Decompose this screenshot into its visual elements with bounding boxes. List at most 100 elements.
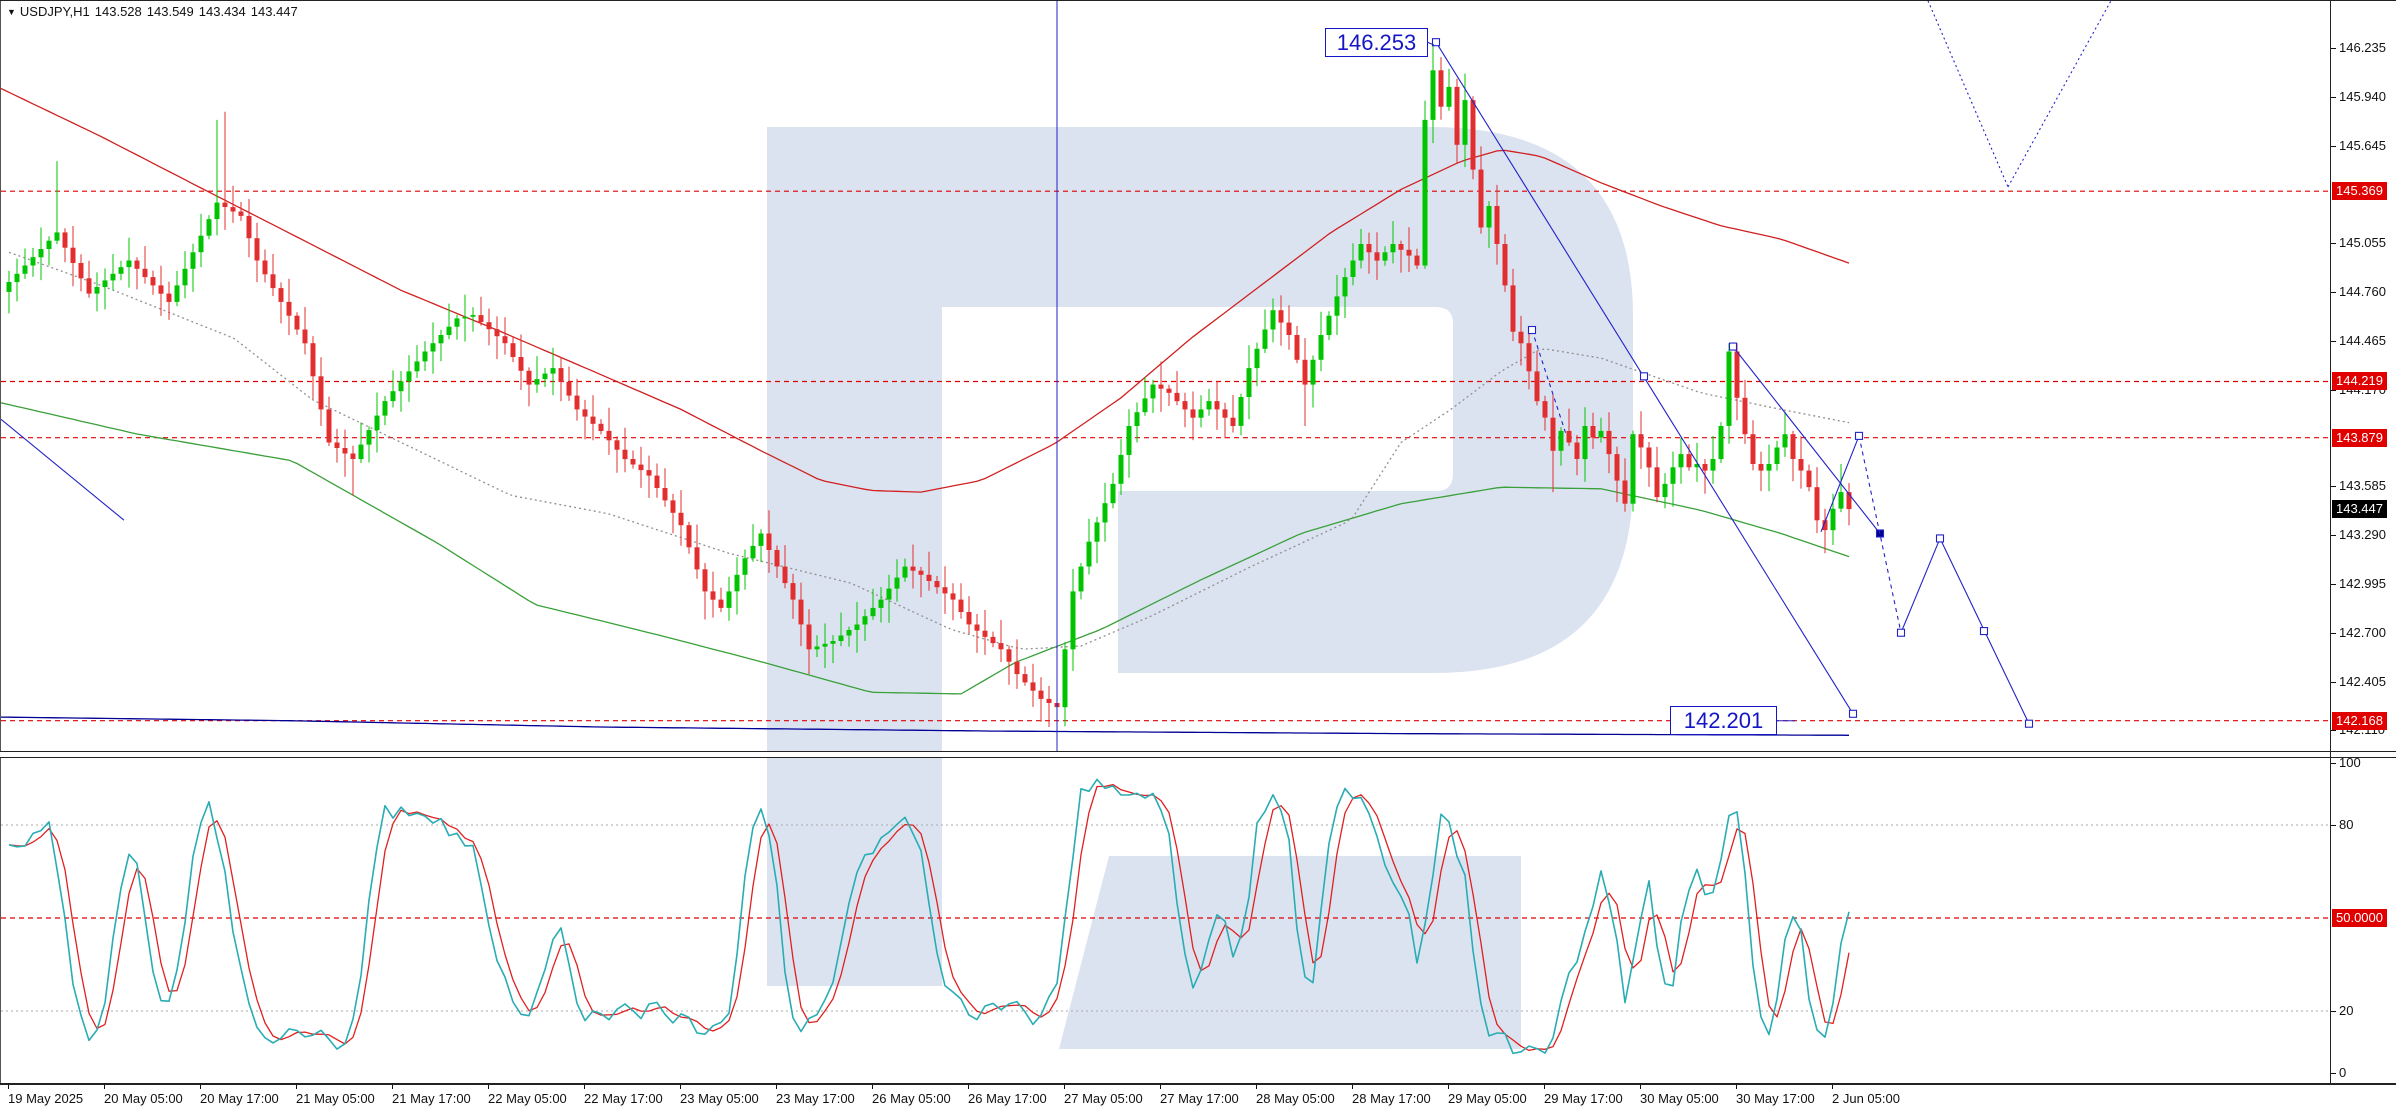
candle-body <box>1230 417 1236 426</box>
candle-body <box>934 581 940 588</box>
navy-baseline <box>1 716 1850 736</box>
sto-tick-label: 80 <box>2339 817 2354 832</box>
candle-body <box>1606 430 1612 455</box>
candle-body <box>1710 459 1716 471</box>
time-tick-label: 28 May 05:00 <box>1256 1091 1335 1106</box>
stochastic-panel[interactable]: Sto(5,3,3)40.467235.3107 <box>0 758 2331 1083</box>
price-tick-label: 144.760 <box>2339 283 2386 299</box>
sto-tick-mark <box>2331 763 2336 764</box>
object-handle[interactable] <box>1431 38 1441 47</box>
object-handle[interactable] <box>2024 719 2034 728</box>
v-shape-projection[interactable] <box>1927 1 2009 188</box>
candle-body <box>142 268 148 278</box>
sto-mid-level-badge: 50.0000 <box>2332 909 2387 927</box>
object-handle[interactable] <box>1979 627 1989 636</box>
candle-body <box>1494 206 1500 244</box>
candle-body <box>694 547 700 570</box>
current-price-badge: 143.447 <box>2332 500 2387 519</box>
price-tick-label: 144.465 <box>2339 332 2386 348</box>
candle-body <box>1422 119 1428 266</box>
level-price-badge: 145.369 <box>2332 182 2387 201</box>
secondary-trendline[interactable] <box>1732 346 1881 534</box>
candle-body <box>462 316 468 319</box>
price-axis[interactable]: 146.235 145.940 145.645 145.055 144.760 144.4… <box>2330 1 2396 1084</box>
swing-high-price-label[interactable]: 146.253 <box>1325 28 1428 57</box>
object-handle[interactable] <box>1639 372 1649 381</box>
object-handle[interactable] <box>1848 709 1858 718</box>
object-handle[interactable] <box>1896 628 1906 637</box>
candlestick-series[interactable] <box>6 45 1852 727</box>
candle-body <box>1686 454 1692 468</box>
candle-body <box>1350 260 1356 277</box>
candle-body <box>646 470 652 476</box>
candle-body <box>1590 426 1596 438</box>
candle-body <box>1670 467 1676 484</box>
candle-body <box>1214 401 1220 410</box>
candle-body <box>1134 412 1140 426</box>
price-tick-label: 145.940 <box>2339 88 2386 104</box>
panel-divider-line[interactable] <box>0 751 2396 752</box>
swing-low-price-label[interactable]: 142.201 <box>1670 706 1777 735</box>
candle-body <box>118 267 124 274</box>
price-tick-mark <box>2331 730 2336 732</box>
object-handle[interactable] <box>1854 431 1864 440</box>
candle-body <box>1542 401 1548 418</box>
candle-body <box>414 361 420 372</box>
stochastic-canvas[interactable] <box>1 758 2331 1083</box>
v-shape-projection[interactable] <box>2007 1 2112 188</box>
candle-body <box>1750 434 1756 464</box>
candle-body <box>302 329 308 344</box>
forecast-zigzag[interactable] <box>1900 538 1941 633</box>
forecast-zigzag[interactable] <box>1858 435 1902 633</box>
candle-body <box>30 257 36 266</box>
candle-body <box>710 591 716 600</box>
time-tick-label: 21 May 17:00 <box>392 1091 471 1106</box>
time-tick-mark <box>104 1085 105 1089</box>
candle-body <box>366 430 372 445</box>
time-tick-mark <box>1160 1085 1161 1089</box>
price-tick-mark <box>2331 47 2336 49</box>
dashed-projection-segment[interactable] <box>1531 329 1567 435</box>
candle-body <box>1838 492 1844 509</box>
price-tick-label: 145.055 <box>2339 235 2386 251</box>
candle-body <box>1534 371 1540 402</box>
symbol-dropdown-arrow-icon[interactable]: ▼ <box>7 7 16 17</box>
candle-body <box>86 278 92 294</box>
brand-watermark <box>767 758 942 986</box>
candle-body <box>566 381 572 396</box>
main-chart-canvas[interactable] <box>1 1 2331 751</box>
time-axis[interactable]: 19 May 2025 20 May 05:00 20 May 17:00 21 Ma… <box>0 1084 2396 1110</box>
time-tick-mark <box>584 1085 585 1089</box>
candle-body <box>446 326 452 335</box>
candle-body <box>1038 690 1044 699</box>
object-handle[interactable] <box>1935 534 1945 543</box>
green-ma-line <box>1 402 1850 695</box>
candle-body <box>910 566 916 571</box>
candle-body <box>1518 331 1524 344</box>
forecast-zigzag[interactable] <box>1820 435 1860 533</box>
candle-body <box>1102 503 1108 523</box>
candle-body <box>1086 541 1092 567</box>
candle-body <box>982 630 988 637</box>
candle-body <box>222 202 228 207</box>
left-trendline-segment[interactable] <box>1 418 125 521</box>
level-price-badge: 144.219 <box>2332 372 2387 391</box>
candle-body <box>902 566 908 578</box>
price-tick-mark <box>2331 632 2336 634</box>
time-tick-label: 27 May 05:00 <box>1064 1091 1143 1106</box>
object-handle[interactable] <box>1728 342 1738 351</box>
candle-body <box>1198 409 1204 418</box>
time-tick-label: 19 May 2025 <box>8 1091 84 1106</box>
main-chart-panel[interactable]: ▼ USDJPY,H1 143.528 143.549 143.434 143.447 1… <box>0 1 2331 751</box>
object-handle[interactable] <box>1527 325 1537 335</box>
candle-body <box>1374 252 1380 261</box>
candle-body <box>1526 343 1532 372</box>
panel-divider-line[interactable] <box>0 757 2396 758</box>
symbol-header[interactable]: ▼ USDJPY,H1 143.528 143.549 143.434 143.447 <box>7 4 303 19</box>
candle-body <box>950 593 956 600</box>
candle-body <box>870 607 876 617</box>
candle-body <box>182 268 188 286</box>
candle-body <box>830 641 836 644</box>
candle-body <box>390 391 396 402</box>
candle-body <box>798 599 804 625</box>
